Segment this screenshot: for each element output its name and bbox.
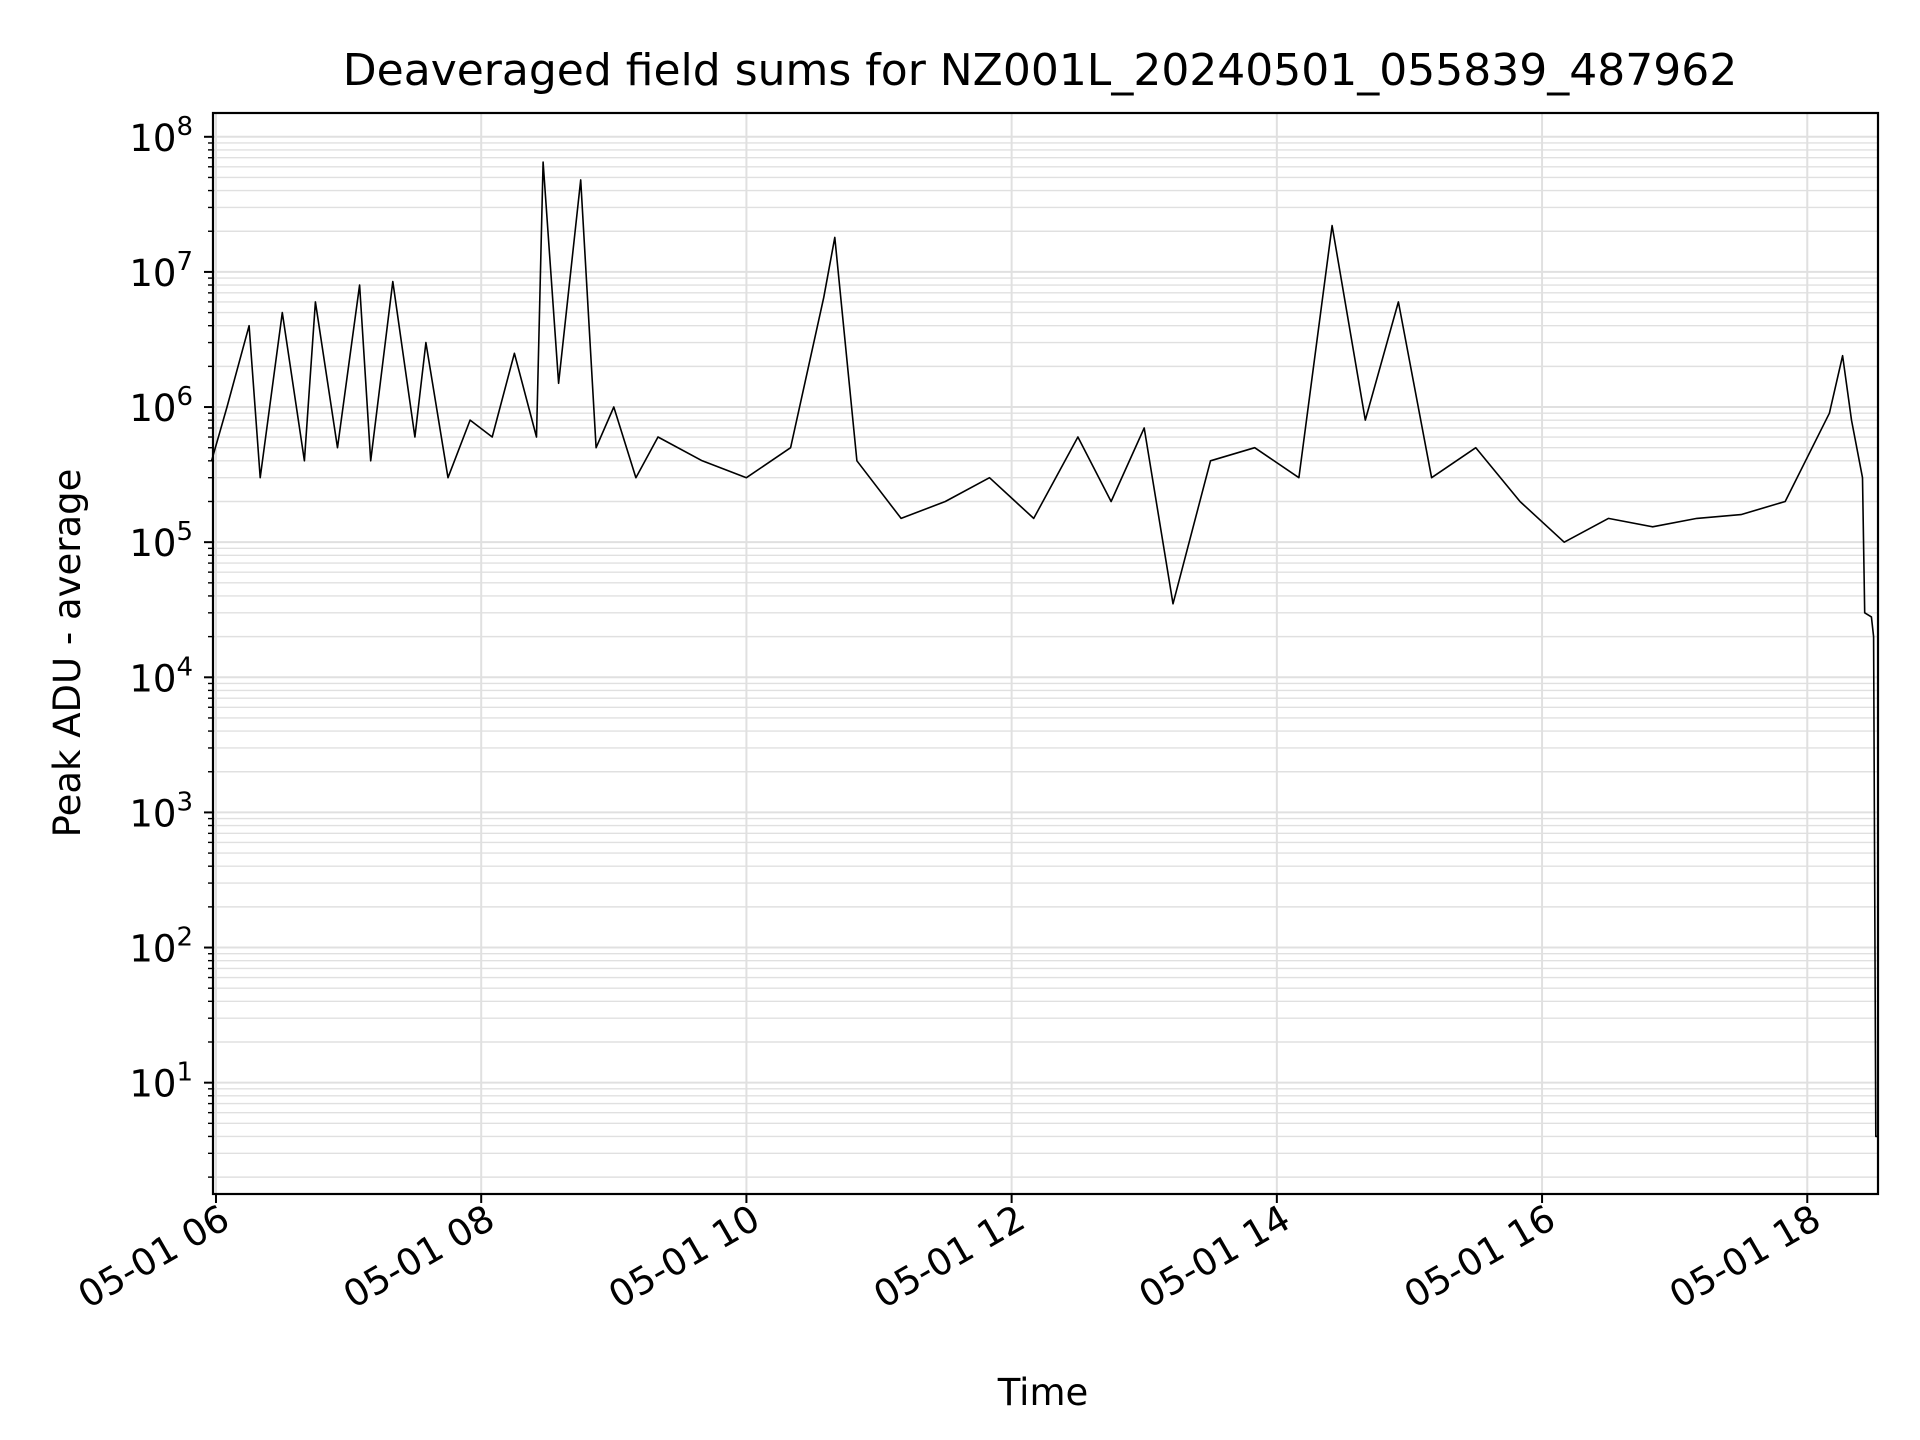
- chart-title: Deaveraged field sums for NZ001L_2024050…: [343, 45, 1737, 96]
- grid-lines: [213, 113, 1878, 1194]
- series-line: [210, 161, 1878, 1138]
- y-tick-label: 107: [129, 247, 193, 295]
- y-tick-label: 103: [129, 787, 193, 835]
- y-tick-label: 104: [129, 652, 193, 700]
- plot-frame: [211, 111, 1880, 1196]
- y-tick-label: 105: [129, 517, 193, 565]
- x-axis-label: Time: [997, 1371, 1089, 1414]
- y-tick-label: 108: [129, 112, 193, 160]
- y-tick-label: 101: [129, 1058, 193, 1106]
- y-axis-label: Peak ADU - average: [46, 469, 89, 838]
- y-tick-label: 102: [129, 923, 193, 971]
- series-path: [210, 161, 1878, 1138]
- y-tick-label: 106: [129, 382, 193, 430]
